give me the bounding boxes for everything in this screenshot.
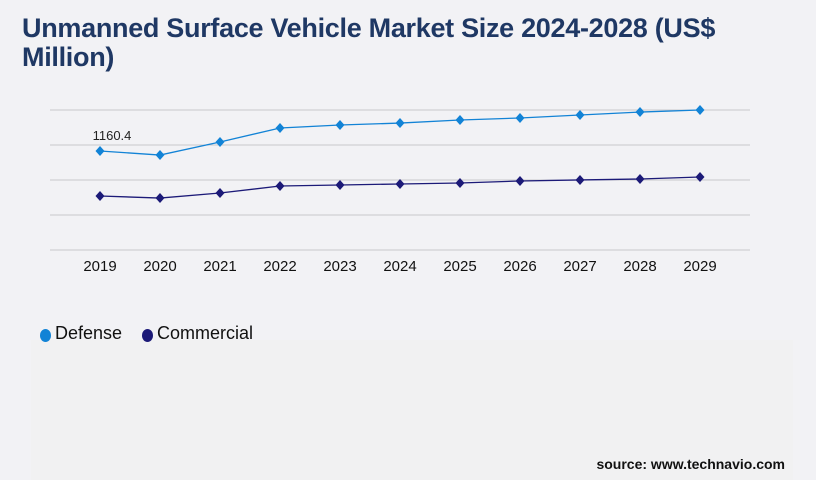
- x-tick-label: 2028: [623, 258, 656, 275]
- chart-title: Unmanned Surface Vehicle Market Size 202…: [22, 13, 716, 72]
- data-point: [275, 181, 285, 192]
- data-point: [95, 146, 105, 157]
- line-chart: 2019 2020 2021 2022 2023 2024 2025 2026 2027 2028…: [50, 105, 750, 275]
- data-point: [275, 123, 285, 134]
- data-point: [695, 105, 705, 115]
- x-tick-label: 2025: [443, 258, 476, 275]
- x-tick-label: 2019: [83, 258, 116, 275]
- data-point: [455, 114, 465, 125]
- x-tick-label: 2022: [263, 258, 296, 275]
- legend: Defense Commercial: [40, 323, 253, 344]
- source-text: source: www.technavio.com: [596, 456, 785, 472]
- data-point: [515, 113, 525, 124]
- data-point: [395, 118, 405, 129]
- x-tick-label: 2027: [563, 258, 596, 275]
- data-label: 1160.4: [93, 128, 132, 143]
- data-point: [95, 190, 105, 201]
- x-tick-label: 2023: [323, 258, 356, 275]
- data-point: [635, 174, 645, 185]
- background-panel: [31, 340, 793, 480]
- data-point: [575, 174, 585, 185]
- x-tick-label: 2024: [383, 258, 416, 275]
- legend-label: Defense: [55, 323, 123, 343]
- data-point: [395, 178, 405, 189]
- legend-label: Commercial: [157, 323, 254, 343]
- data-point: [155, 193, 165, 204]
- series-line-defense: [99, 109, 701, 156]
- x-tick-label: 2021: [203, 258, 236, 275]
- data-point: [335, 120, 345, 131]
- x-tick-label: 2020: [143, 258, 176, 275]
- data-point: [695, 171, 705, 182]
- data-point: [155, 150, 165, 161]
- x-tick-label: 2029: [683, 258, 716, 275]
- data-point: [455, 178, 465, 189]
- data-point: [215, 188, 225, 199]
- data-point: [575, 110, 585, 121]
- legend-marker-defense: [40, 329, 51, 342]
- data-point: [635, 107, 645, 118]
- x-tick-label: 2026: [503, 258, 536, 275]
- data-point: [335, 179, 345, 190]
- legend-item-defense[interactable]: Defense: [40, 323, 122, 344]
- legend-item-commercial[interactable]: Commercial: [142, 323, 253, 344]
- legend-marker-commercial: [142, 329, 154, 342]
- data-point: [215, 136, 225, 147]
- data-point: [515, 175, 525, 186]
